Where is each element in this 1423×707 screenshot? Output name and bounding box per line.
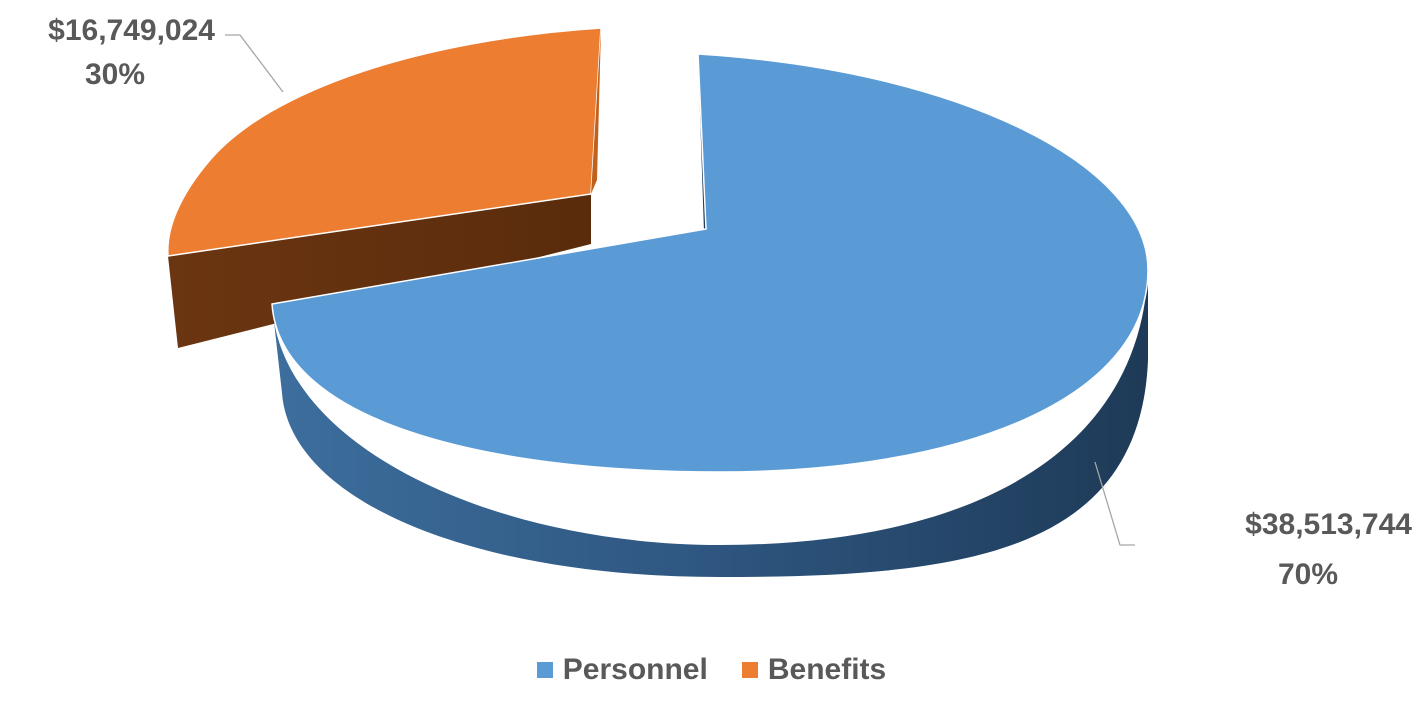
data-label-benefits-value: $16,749,024 [48,14,215,47]
slice-benefits [167,27,602,257]
slice-personnel [271,53,1149,473]
data-label-personnel-percent: 70% [1278,558,1338,591]
legend-label-personnel: Personnel [562,653,708,686]
data-label-personnel-value: $38,513,744 [1245,508,1412,541]
leader-line-personnel [1094,461,1135,546]
leader-line-benefits [225,34,284,93]
data-label-benefits-percent: 30% [85,58,145,91]
legend-swatch-personnel [536,662,553,678]
legend-item-benefits: Benefits [741,653,887,687]
legend-label-benefits: Benefits [767,653,887,686]
legend-swatch-benefits [741,662,758,678]
slice-benefits-rim [591,28,601,194]
legend: Personnel Benefits [0,650,1423,690]
legend-item-personnel: Personnel [536,653,708,687]
